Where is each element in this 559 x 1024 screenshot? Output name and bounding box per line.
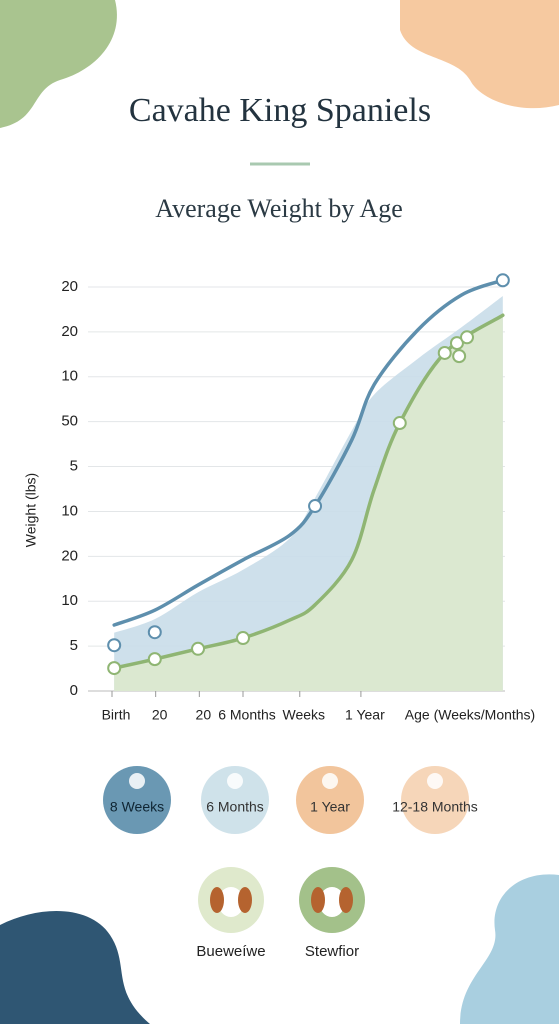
y-tick-label: 5 [70,458,78,475]
x-tick-label: 20 [152,707,168,723]
y-tick-label: 0 [70,682,78,699]
breed-label: Stewfior [305,943,359,960]
badge [103,766,171,834]
y-tick-label: 5 [70,637,78,654]
marker [147,625,162,640]
plot: 0 5 10 20 10 5 50 10 20 20 Birth 20 20 6 Months Weeks 1… [61,273,510,723]
y-tick-label: 20 [61,278,78,295]
badge-icon [129,773,145,789]
dog-ear [210,887,224,913]
dog-ear [311,887,325,913]
dog-face [218,887,244,917]
badges: 8 Weeks 6 Months 1 Year 12-18 Months Bueweíw… [103,766,478,960]
marker [107,661,122,676]
breed-label: Bueweíwe [196,943,265,960]
dog-ear [238,887,252,913]
badge-label: 6 Months [206,799,264,815]
badge-icon [427,773,443,789]
x-tick-label: Weeks [282,707,325,723]
y-tick-label: 10 [61,592,78,609]
blob [400,0,559,109]
y-tick-label: 20 [61,547,78,564]
badge-icon [322,773,338,789]
x-axis-label: Age (Weeks/Months) [405,707,535,723]
blob [0,911,150,1024]
y-tick-label: 50 [61,413,78,430]
dog-ear [339,887,353,913]
marker [449,336,464,351]
area [114,315,503,691]
x-tick-label: 6 Months [218,707,276,723]
y-axis-label: Weight (lbs) [23,473,39,547]
badge [201,766,269,834]
y-tick-label: 10 [61,502,78,519]
badge [296,766,364,834]
marker [437,345,452,360]
y-tick-label: 10 [61,368,78,385]
marker [107,638,122,653]
title: Cavahe King Spaniels [129,92,431,129]
blob [0,0,117,128]
blob [460,874,559,1024]
marker [460,330,475,345]
badge-label: 1 Year [310,799,350,815]
x-tick-label: 1 Year [345,707,385,723]
y-tick-label: 20 [61,323,78,340]
marker [392,416,407,431]
badge-label: 12-18 Months [392,799,478,815]
x-tick-label: 20 [196,707,212,723]
badge [401,766,469,834]
line [112,313,505,670]
marker [191,641,206,656]
subtitle: Average Weight by Age [155,194,402,223]
marker [495,273,510,288]
marker [236,631,250,646]
marker [147,652,162,667]
marker [308,499,323,514]
badge-icon [227,773,243,789]
badge-label: 8 Weeks [110,799,164,815]
dog-face [319,887,345,917]
marker [452,349,467,364]
x-tick-label: Birth [102,707,131,723]
